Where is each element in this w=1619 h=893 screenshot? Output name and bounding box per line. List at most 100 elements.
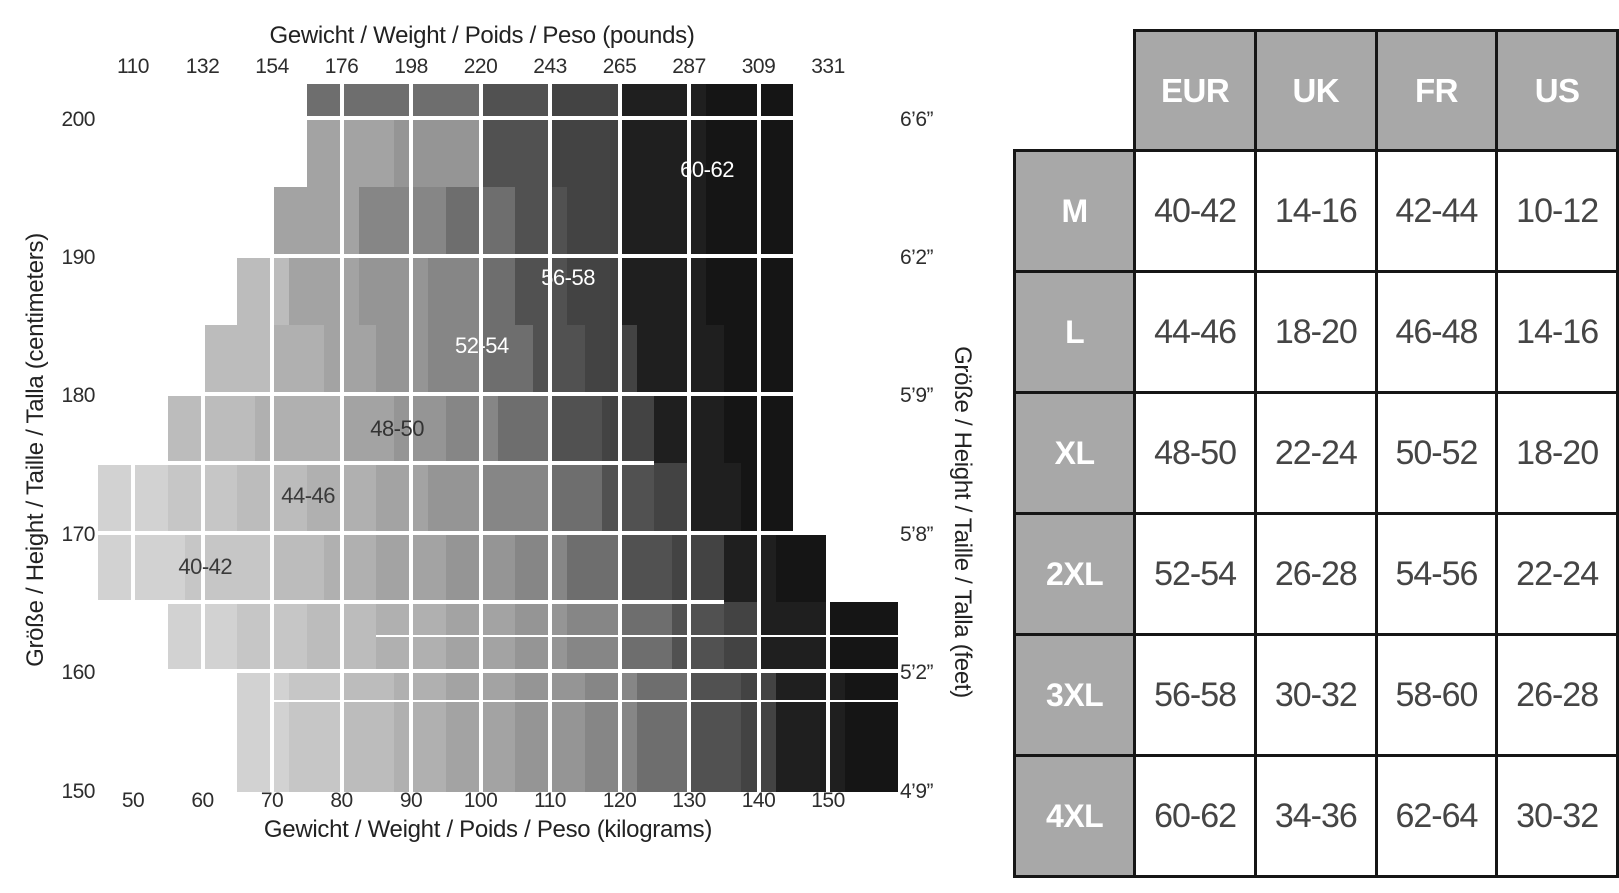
size-value-cell: 46-48 [1374, 270, 1499, 394]
kg-tick: 50 [121, 789, 145, 812]
heatmap-cell [532, 324, 585, 394]
gridline-horizontal [98, 253, 794, 258]
weight-height-heatmap: Gewicht / Weight / Poids / Peso (pounds)… [22, 22, 976, 843]
heatmap-cell [706, 255, 794, 325]
kg-tick: 90 [399, 789, 423, 812]
gridline-vertical [270, 84, 274, 792]
size-table-row-3xl: 3XL 56-58 30-32 58-60 26-28 [1012, 633, 1619, 757]
heatmap-cell [376, 324, 429, 394]
size-table-row-2xl: 2XL 52-54 26-28 54-56 22-24 [1012, 512, 1619, 636]
heatmap-cell [619, 255, 707, 325]
pounds-tick: 154 [255, 55, 289, 78]
pounds-tick: 309 [741, 55, 776, 78]
heatmap-cell [619, 84, 707, 118]
kg-tick: 130 [672, 789, 706, 812]
heatmap-cell [584, 731, 637, 792]
heatmap-cell [428, 324, 481, 394]
heatmap-cell [393, 118, 481, 187]
heatmap-cell [480, 463, 550, 533]
heatmap-cell [567, 186, 620, 256]
heatmap-cell [706, 118, 794, 187]
size-value-cell: 30-32 [1253, 633, 1378, 757]
heatmap-cell [185, 532, 272, 602]
heatmap-cell [272, 324, 325, 394]
heatmap-cell [584, 324, 637, 394]
heatmap-cell [567, 255, 620, 325]
heatmap-cell [341, 731, 394, 792]
heatmap-cell [636, 324, 724, 394]
size-row-label: 4XL [1012, 754, 1137, 878]
cm-tick: 190 [61, 245, 95, 269]
heatmap-cell [237, 731, 290, 792]
size-value-cell: 58-60 [1374, 633, 1499, 757]
heatmap-cell [619, 118, 707, 187]
y-axis-title-feet: Größe / Height / Taille / Talla (feet) [949, 346, 976, 698]
gridline-vertical [200, 84, 205, 792]
x-axis-title-pounds: Gewicht / Weight / Poids / Peso (pounds) [269, 22, 695, 49]
heatmap-cell [272, 186, 359, 256]
kg-tick: 150 [811, 789, 845, 812]
heatmap-cell [689, 463, 742, 533]
feet-tick: 6’2” [900, 245, 934, 269]
heatmap-cell [428, 255, 481, 325]
heatmap-cell [550, 463, 603, 533]
gridline-vertical [687, 84, 691, 792]
size-value-cell: 30-32 [1495, 754, 1619, 878]
size-table-header-row: EUR UK FR US [1015, 29, 1619, 152]
heatmap-cell [428, 463, 481, 533]
size-value-cell: 22-24 [1495, 512, 1619, 636]
gridline-horizontal [98, 392, 794, 396]
gridline-horizontal [98, 669, 898, 673]
kg-tick: 100 [463, 789, 498, 812]
size-value-cell: 48-50 [1133, 391, 1257, 515]
size-value-cell: 40-42 [1133, 149, 1257, 273]
size-row-label: 2XL [1012, 512, 1137, 636]
size-table-row-xl: XL 48-50 22-24 50-52 18-20 [1012, 391, 1619, 515]
cm-tick: 170 [61, 522, 95, 546]
kg-tick: 110 [534, 789, 566, 812]
size-table-column-header-fr: FR [1374, 29, 1499, 152]
cm-tick: 150 [61, 780, 95, 803]
size-value-cell: 26-28 [1253, 512, 1378, 636]
gridline-vertical [131, 84, 135, 792]
heatmap-cell [289, 255, 359, 325]
heatmap-cell [550, 118, 620, 187]
heatmap-cell [845, 731, 898, 792]
pounds-tick: 331 [811, 55, 845, 78]
size-table-corner-cell [1015, 31, 1135, 151]
size-value-cell: 10-12 [1495, 149, 1619, 273]
size-value-cell: 18-20 [1253, 270, 1378, 394]
feet-tick: 6’6” [900, 108, 934, 131]
heatmap-cell [289, 731, 342, 792]
heatmap-cell [480, 84, 550, 118]
size-row-label: M [1012, 149, 1137, 273]
band-label-52-54: 52-54 [454, 332, 509, 358]
pounds-tick: 265 [602, 55, 637, 78]
heatmap-cell [515, 186, 568, 256]
band-label-56-58: 56-58 [541, 264, 595, 290]
gridline-vertical [826, 84, 830, 792]
heatmap-cell [550, 394, 603, 464]
feet-tick: 5’2” [900, 661, 934, 684]
size-value-cell: 44-46 [1133, 270, 1257, 394]
size-value-cell: 26-28 [1495, 633, 1619, 757]
pounds-tick: 110 [117, 55, 149, 78]
heatmap-cell [358, 255, 429, 325]
heatmap-cell [515, 532, 568, 602]
size-value-cell: 54-56 [1374, 512, 1499, 636]
heatmap-cell [445, 394, 498, 464]
heatmap-cell [237, 255, 290, 325]
band-label-60-62: 60-62 [680, 157, 734, 183]
heatmap-cell [358, 186, 446, 256]
gridline-horizontal [98, 599, 724, 604]
kg-tick: 60 [191, 789, 214, 812]
gridline-horizontal-faint [272, 700, 898, 703]
heatmap-cell [602, 463, 655, 533]
band-label-48-50: 48-50 [370, 415, 424, 441]
band-label-44-46: 44-46 [281, 483, 336, 509]
heatmap-cell [306, 118, 394, 187]
size-row-label: L [1012, 270, 1137, 394]
cm-tick: 200 [61, 108, 95, 131]
size-table-column-header-us: US [1495, 29, 1619, 152]
